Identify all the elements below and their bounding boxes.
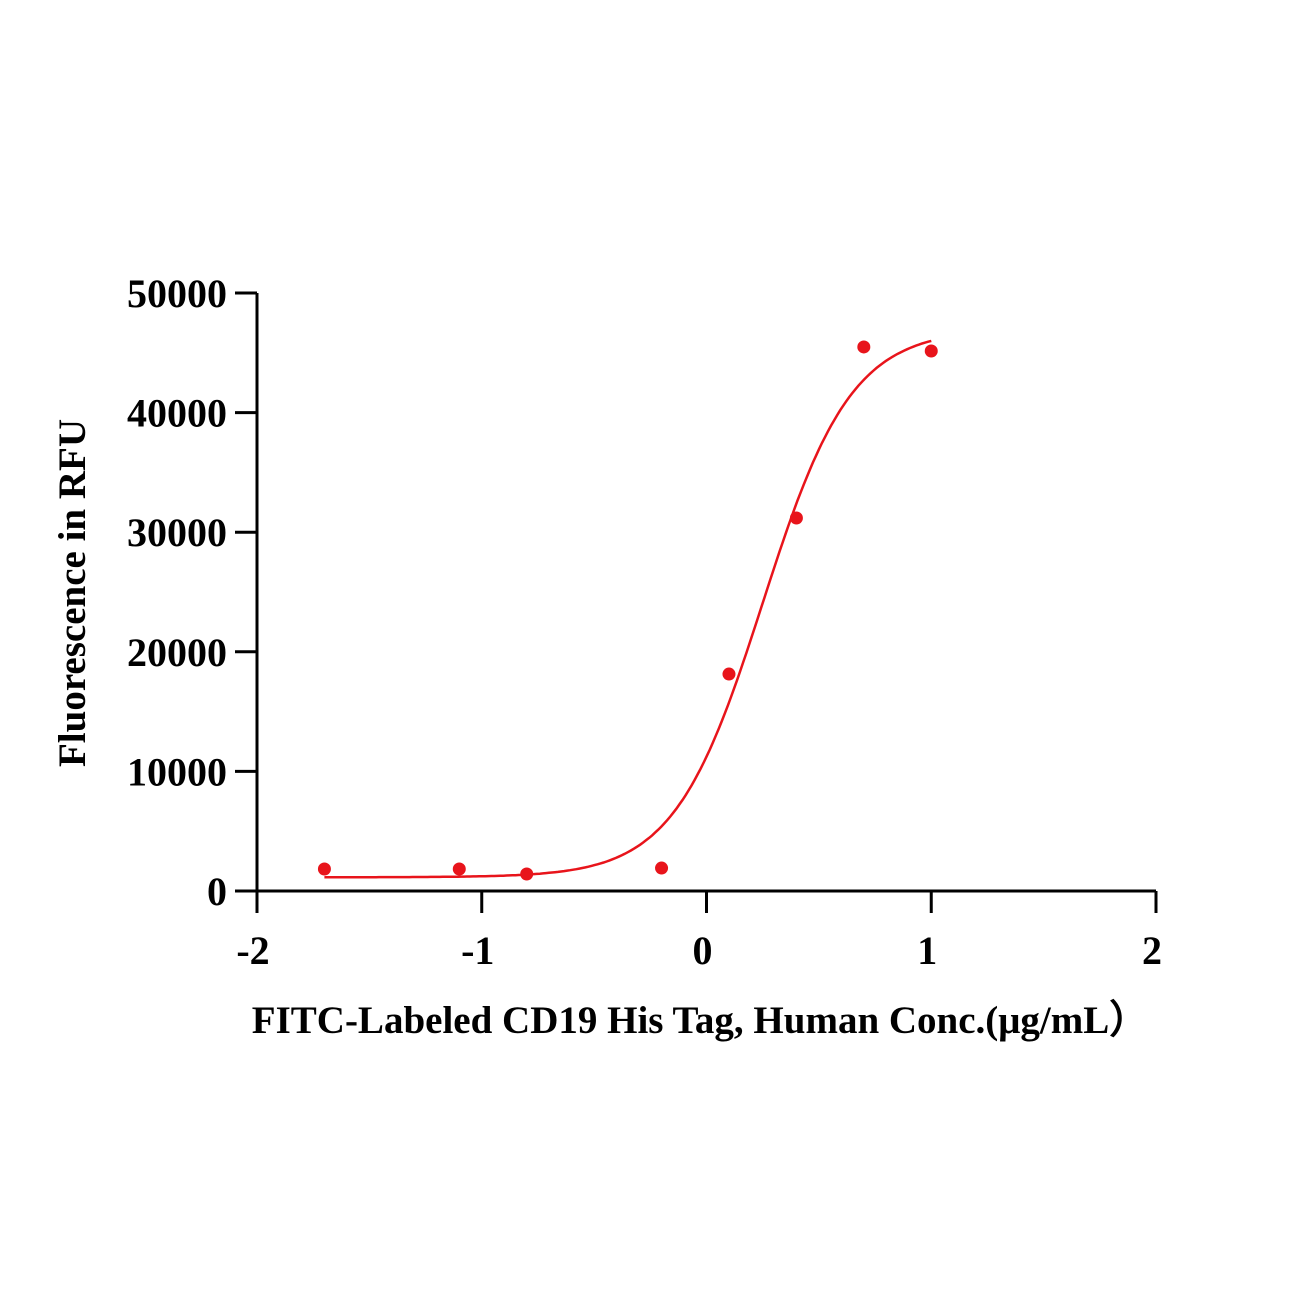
data-point [924, 344, 938, 358]
data-point [722, 667, 736, 681]
x-tick-label: 2 [1142, 928, 1162, 973]
data-point [789, 511, 803, 525]
axes: 0 10000 20000 30000 40000 50000 -2 -1 0 1 2 [127, 271, 1162, 973]
y-tick-label: 50000 [127, 271, 227, 316]
data-point [857, 340, 871, 354]
y-tick-label: 20000 [127, 630, 227, 675]
data-point [655, 861, 669, 875]
data-points [317, 340, 938, 881]
x-tick-label: 1 [917, 928, 937, 973]
y-tick-label: 0 [207, 869, 227, 914]
y-axis-title: Fluorescence in RFU [51, 419, 94, 767]
x-tick-label: -2 [236, 928, 269, 973]
data-point [520, 867, 534, 881]
x-tick-label: 0 [693, 928, 713, 973]
data-point [452, 862, 466, 876]
fit-curve [324, 339, 932, 879]
data-point [317, 862, 331, 876]
y-tick-label: 40000 [127, 391, 227, 436]
x-tick-label: -1 [461, 928, 494, 973]
y-tick-label: 30000 [127, 510, 227, 555]
x-axis-title: FITC-Labeled CD19 His Tag, Human Conc.(μ… [252, 999, 1148, 1042]
y-tick-label: 10000 [127, 749, 227, 794]
